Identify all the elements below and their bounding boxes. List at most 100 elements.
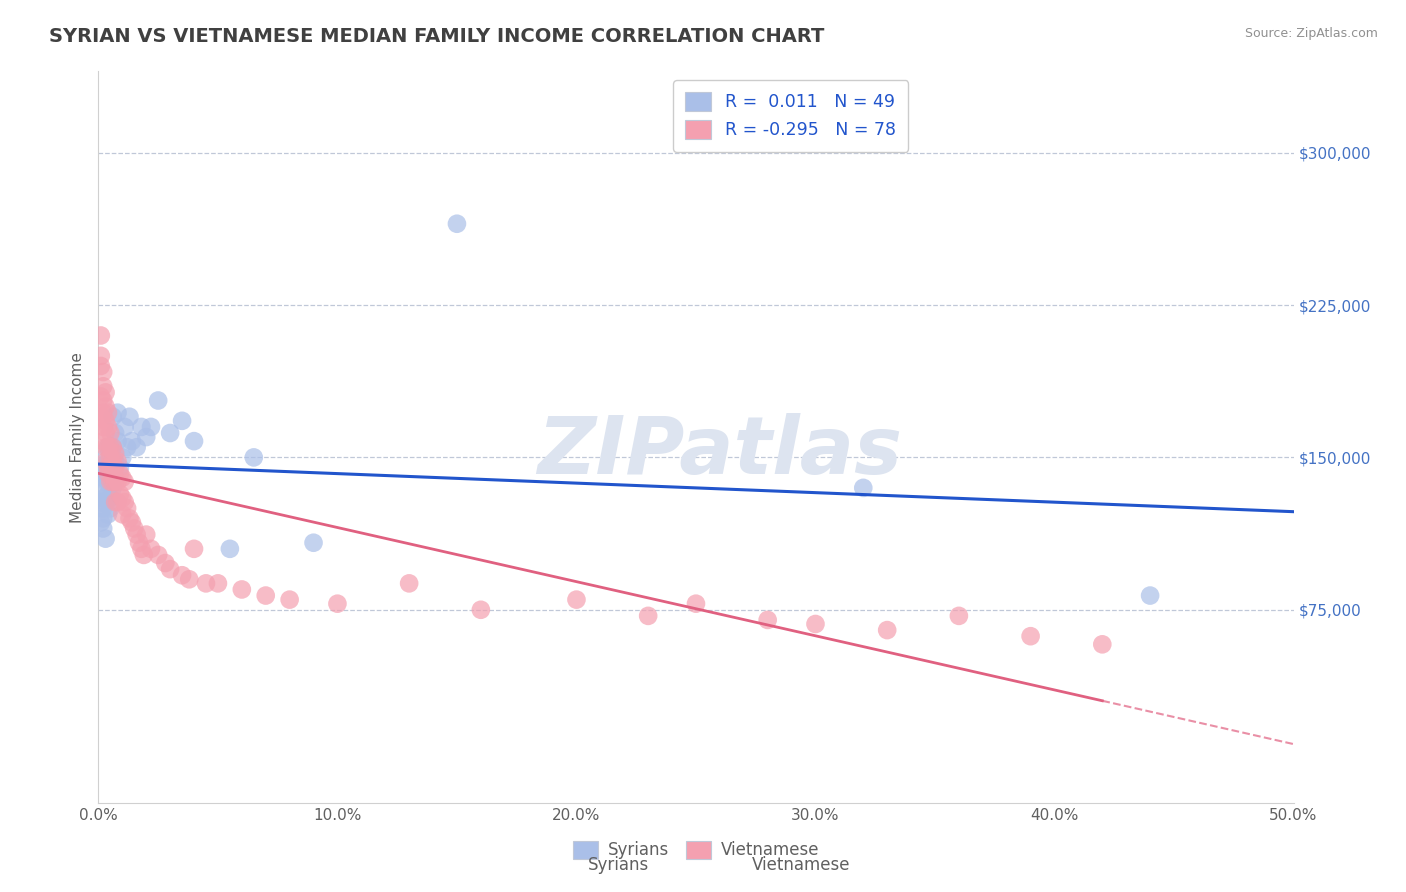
Point	[148, 548, 170, 562]
Point	[94, 495, 117, 509]
Point	[94, 385, 117, 400]
Point	[90, 409, 112, 424]
Point	[115, 501, 138, 516]
Point	[101, 440, 124, 454]
Point	[195, 576, 218, 591]
Point	[159, 425, 181, 440]
Text: ZIPatlas: ZIPatlas	[537, 413, 903, 491]
Point	[139, 420, 162, 434]
Point	[104, 475, 127, 489]
Point	[104, 425, 127, 440]
Point	[107, 434, 129, 449]
Point	[637, 608, 659, 623]
Point	[114, 420, 136, 434]
Point	[90, 328, 112, 343]
Point	[97, 454, 120, 468]
Point	[139, 541, 162, 556]
Point	[219, 541, 242, 556]
Point	[97, 420, 120, 434]
Point	[131, 420, 153, 434]
Point	[135, 430, 157, 444]
Point	[97, 440, 120, 454]
Point	[94, 467, 117, 481]
Point	[97, 475, 120, 489]
Point	[94, 400, 117, 414]
Point	[91, 491, 114, 505]
Point	[98, 440, 122, 454]
Point	[91, 471, 114, 485]
Point	[183, 434, 205, 449]
Point	[91, 379, 114, 393]
Point	[98, 491, 122, 505]
Point	[104, 495, 127, 509]
Point	[91, 501, 114, 516]
Point	[91, 511, 114, 525]
Point	[565, 592, 588, 607]
Point	[91, 365, 114, 379]
Point	[94, 425, 117, 440]
Point	[278, 592, 301, 607]
Point	[183, 541, 205, 556]
Point	[98, 475, 122, 489]
Point	[1139, 589, 1161, 603]
Point	[121, 434, 143, 449]
Point	[685, 597, 707, 611]
Point	[132, 548, 155, 562]
Point	[446, 217, 468, 231]
Point	[97, 487, 120, 501]
Point	[243, 450, 266, 465]
Point	[159, 562, 181, 576]
Point	[94, 532, 117, 546]
Point	[94, 454, 117, 468]
Point	[172, 414, 194, 428]
Point	[114, 495, 136, 509]
Point	[107, 454, 129, 468]
Point	[107, 475, 129, 489]
Point	[101, 440, 124, 454]
Point	[101, 467, 124, 481]
Y-axis label: Median Family Income: Median Family Income	[69, 351, 84, 523]
Point	[155, 556, 177, 570]
Point	[111, 450, 134, 465]
Point	[94, 475, 117, 489]
Text: Source: ZipAtlas.com: Source: ZipAtlas.com	[1244, 27, 1378, 40]
Point	[101, 409, 124, 424]
Point	[114, 475, 136, 489]
Point	[125, 527, 148, 541]
Point	[124, 521, 146, 535]
Point	[94, 414, 117, 428]
Point	[254, 589, 277, 603]
Point	[1091, 637, 1114, 651]
Legend: Syrians, Vietnamese: Syrians, Vietnamese	[564, 832, 828, 868]
Point	[207, 576, 229, 591]
Point	[90, 481, 112, 495]
Point	[97, 460, 120, 475]
Point	[135, 527, 157, 541]
Point	[90, 349, 112, 363]
Point	[104, 454, 127, 468]
Point	[94, 440, 117, 454]
Point	[148, 393, 170, 408]
Text: Syrians: Syrians	[588, 856, 650, 874]
Point	[98, 460, 122, 475]
Point	[104, 460, 127, 475]
Point	[98, 501, 122, 516]
Point	[97, 508, 120, 522]
Point	[118, 511, 141, 525]
Point	[97, 467, 120, 481]
Point	[91, 406, 114, 420]
Point	[398, 576, 420, 591]
Point	[115, 440, 138, 454]
Point	[118, 409, 141, 424]
Point	[98, 450, 122, 465]
Point	[470, 603, 492, 617]
Point	[111, 508, 134, 522]
Point	[91, 393, 114, 408]
Point	[111, 471, 134, 485]
Point	[101, 454, 124, 468]
Point	[101, 481, 124, 495]
Point	[107, 406, 129, 420]
Point	[98, 460, 122, 475]
Point	[326, 597, 349, 611]
Point	[128, 535, 150, 549]
